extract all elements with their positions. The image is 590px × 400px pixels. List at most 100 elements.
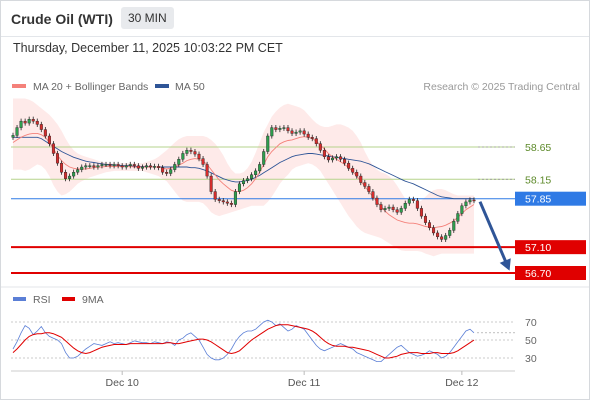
candle	[157, 163, 161, 171]
candle	[104, 161, 108, 168]
candle	[250, 172, 254, 182]
candle	[120, 163, 124, 170]
candle	[27, 116, 31, 126]
candle	[165, 169, 169, 177]
candle	[387, 204, 391, 211]
candle	[310, 134, 314, 142]
candle	[209, 173, 213, 195]
candle	[96, 163, 100, 170]
candle	[290, 128, 294, 137]
candle	[347, 160, 351, 171]
candle	[314, 136, 318, 147]
timeframe-badge[interactable]: 30 MIN	[121, 7, 174, 29]
candle	[278, 125, 282, 133]
level-label-0: 58.65	[525, 142, 551, 154]
x-tick-label: Dec 10	[106, 377, 139, 389]
level-label-4: 56.70	[525, 268, 551, 280]
candle	[359, 173, 363, 186]
candle	[161, 165, 165, 175]
9ma-legend-swatch	[62, 297, 75, 301]
ma20-legend-swatch	[12, 84, 26, 88]
level-tag-4	[515, 266, 586, 280]
candle	[116, 161, 120, 169]
candle	[343, 156, 347, 166]
candle	[233, 189, 237, 208]
instrument-title: Crude Oil (WTI)	[11, 11, 113, 27]
chart-datetime: Thursday, December 11, 2025 10:03:22 PM …	[13, 41, 283, 55]
candle	[423, 213, 427, 226]
candle	[39, 121, 43, 133]
candle	[282, 125, 286, 131]
rsi-legend: RSI 9MA	[13, 294, 104, 306]
legend: MA 20 + Bollinger Bands MA 50 Research ©…	[12, 81, 580, 93]
candle	[80, 164, 84, 173]
price-levels	[11, 146, 515, 274]
candle	[35, 118, 39, 127]
candle	[84, 163, 88, 170]
candle	[19, 118, 23, 131]
copyright-text: Research © 2025 Trading Central	[423, 81, 580, 93]
candle	[440, 234, 444, 242]
candle	[351, 165, 355, 175]
candle	[448, 227, 452, 239]
forecast-arrow-shaft	[478, 201, 510, 268]
candle	[128, 161, 132, 169]
candle	[181, 150, 185, 162]
candle	[112, 161, 116, 169]
forecast-arrow	[478, 201, 511, 271]
candle	[363, 179, 367, 189]
candle	[197, 151, 201, 162]
level-label-3: 57.10	[525, 242, 551, 254]
ma50-legend-label: MA 50	[175, 81, 205, 93]
candle	[193, 148, 197, 157]
candle	[205, 161, 209, 179]
candle	[144, 163, 148, 170]
candle	[468, 197, 472, 205]
candle	[403, 200, 407, 211]
rsi-legend-label: RSI	[33, 294, 51, 306]
candle	[335, 154, 339, 161]
candle	[274, 125, 278, 133]
candle	[136, 163, 140, 171]
candle	[270, 125, 274, 139]
9ma-legend-label: 9MA	[82, 294, 104, 306]
candle	[286, 125, 290, 134]
candle	[76, 167, 80, 175]
candle	[64, 169, 68, 182]
candle	[298, 128, 302, 135]
candle	[132, 161, 136, 169]
candle	[185, 147, 189, 157]
level-label-1: 58.15	[525, 174, 551, 186]
candle	[31, 116, 35, 124]
rsi-tick-label: 30	[525, 353, 537, 365]
rsi-tick-label: 70	[525, 317, 537, 329]
candle	[92, 163, 96, 170]
candle	[432, 225, 436, 236]
rsi-legend-swatch	[13, 297, 26, 301]
candle	[395, 207, 399, 215]
ma50-legend-swatch	[155, 84, 169, 88]
candle	[47, 133, 51, 147]
candle	[262, 148, 266, 168]
candle	[225, 199, 229, 206]
rsi-panel: 70 50 30	[11, 317, 537, 365]
candle	[355, 169, 359, 179]
x-tick-label: Dec 12	[445, 377, 478, 389]
candles	[11, 116, 476, 242]
candle	[241, 178, 245, 187]
candle	[371, 189, 375, 201]
candle	[464, 199, 468, 209]
bollinger-band-area	[13, 98, 474, 257]
candle	[330, 155, 334, 163]
candle	[229, 200, 233, 208]
ma20-legend-label: MA 20 + Bollinger Bands	[33, 81, 148, 93]
candle	[148, 163, 152, 170]
candle	[55, 150, 59, 166]
candle	[23, 118, 27, 126]
candle	[153, 163, 157, 170]
level-tag-2	[515, 191, 586, 206]
level-label-2: 57.85	[525, 194, 551, 206]
rsi-9ma-line	[12, 324, 475, 359]
candle	[383, 205, 387, 213]
candle	[140, 164, 144, 171]
